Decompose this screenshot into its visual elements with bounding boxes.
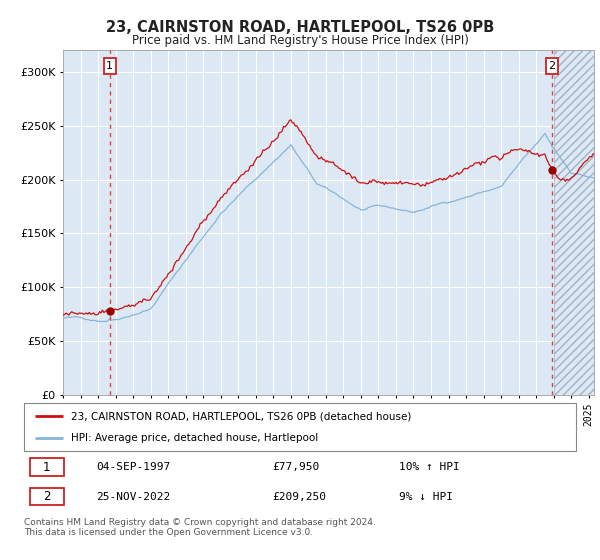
Text: 25-NOV-2022: 25-NOV-2022 — [96, 492, 170, 502]
Text: 04-SEP-1997: 04-SEP-1997 — [96, 462, 170, 472]
Text: 1: 1 — [43, 461, 50, 474]
Text: £77,950: £77,950 — [272, 462, 320, 472]
FancyBboxPatch shape — [29, 458, 64, 476]
Text: Contains HM Land Registry data © Crown copyright and database right 2024.
This d: Contains HM Land Registry data © Crown c… — [24, 518, 376, 538]
Text: HPI: Average price, detached house, Hartlepool: HPI: Average price, detached house, Hart… — [71, 433, 318, 443]
Text: Price paid vs. HM Land Registry's House Price Index (HPI): Price paid vs. HM Land Registry's House … — [131, 34, 469, 46]
Text: 2: 2 — [548, 60, 556, 71]
Text: 23, CAIRNSTON ROAD, HARTLEPOOL, TS26 0PB (detached house): 23, CAIRNSTON ROAD, HARTLEPOOL, TS26 0PB… — [71, 411, 411, 421]
Text: 9% ↓ HPI: 9% ↓ HPI — [400, 492, 454, 502]
FancyBboxPatch shape — [24, 403, 576, 451]
Text: 2: 2 — [43, 490, 50, 503]
Text: 1: 1 — [106, 60, 113, 71]
Text: 10% ↑ HPI: 10% ↑ HPI — [400, 462, 460, 472]
FancyBboxPatch shape — [29, 488, 64, 505]
Bar — [554, 50, 594, 395]
Text: £209,250: £209,250 — [272, 492, 326, 502]
Text: 23, CAIRNSTON ROAD, HARTLEPOOL, TS26 0PB: 23, CAIRNSTON ROAD, HARTLEPOOL, TS26 0PB — [106, 20, 494, 35]
